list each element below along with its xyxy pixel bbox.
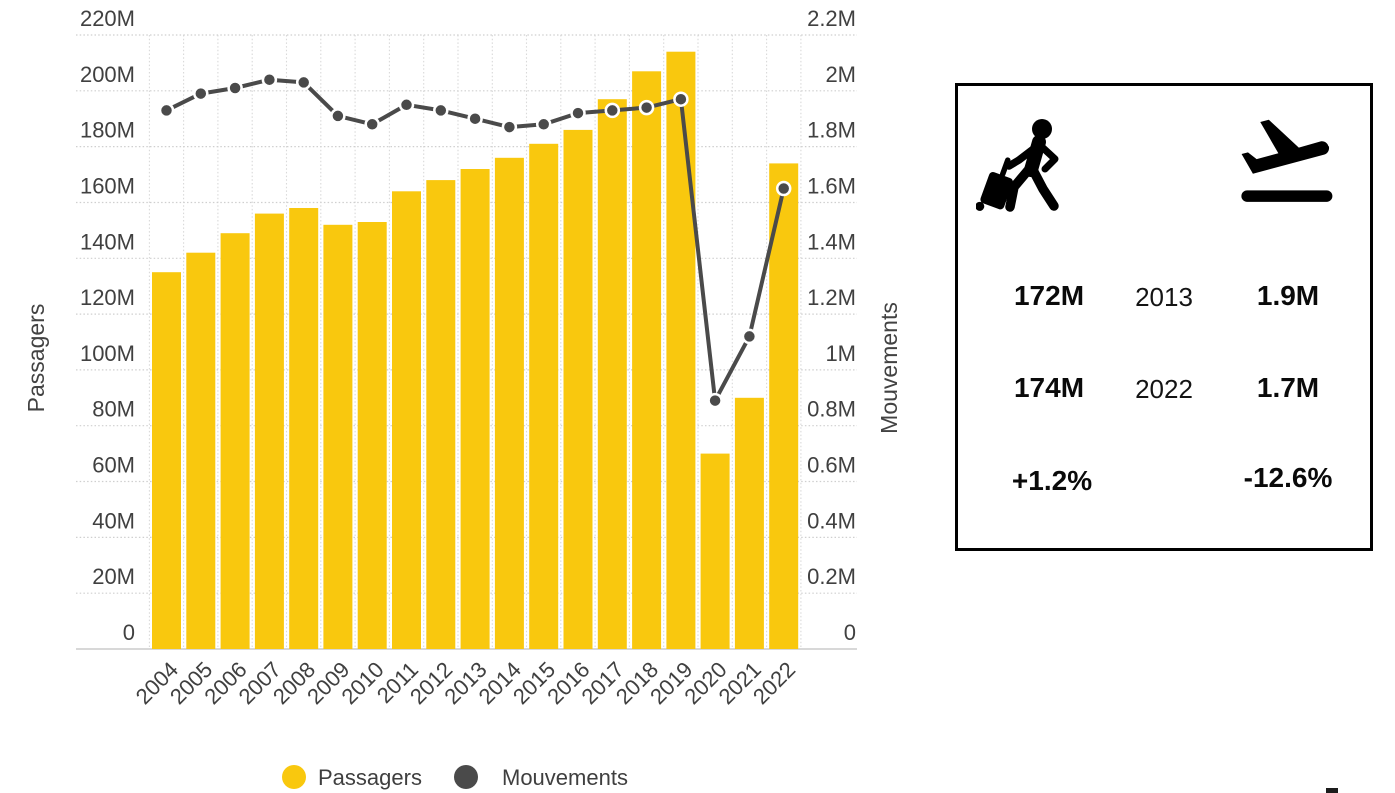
bar-2009 [323, 224, 353, 650]
movements-point-2016 [570, 105, 586, 121]
stat-year-2022: 2022 [1135, 374, 1193, 404]
right-axis-tick-0.8M: 0.8M [807, 397, 856, 422]
movements-point-2010 [364, 116, 380, 133]
left-axis-tick-40M: 40M [92, 508, 135, 533]
movements-point-2005 [193, 85, 209, 102]
bar-2022 [769, 163, 799, 649]
passengers-movements-chart: 220M 2.2M 200M 2M 180M 1.8M 160M 1.6M 140M 1.4M 12… [23, 6, 902, 790]
left-axis-tick-0: 0 [123, 620, 135, 645]
bar-2008 [289, 208, 319, 649]
left-axis-tick-100M: 100M [80, 341, 135, 366]
movements-point-2004 [158, 102, 175, 119]
bar-2016 [563, 129, 593, 649]
stat-year-2013: 2013 [1135, 282, 1193, 312]
bar-2019 [666, 51, 696, 649]
plane-takeoff-icon [1233, 106, 1339, 212]
stat-movements-2022: 1.7M [1256, 372, 1320, 403]
bar-2007 [254, 213, 284, 649]
left-axis-tick-220M: 220M [80, 6, 135, 31]
movements-point-2015 [535, 116, 552, 133]
movements-point-2022 [775, 180, 792, 197]
legend-label-passagers: Passagers [318, 765, 422, 790]
bar-2014 [494, 157, 524, 650]
left-axis-tick-140M: 140M [80, 229, 135, 254]
legend-swatch-passagers [282, 765, 306, 789]
bar-2005 [186, 252, 216, 649]
right-axis-tick-1.4M: 1.4M [807, 229, 856, 254]
traveler-with-suitcase-icon [975, 116, 1086, 226]
bar-2021 [734, 397, 764, 649]
stat-passengers-2013: 172M [1013, 280, 1085, 311]
movements-point-2006 [227, 80, 243, 96]
stat-movements-2013: 1.9M [1256, 280, 1320, 311]
right-axis-tick-1.2M: 1.2M [807, 285, 856, 310]
right-axis-tick-0.2M: 0.2M [807, 564, 856, 589]
right-axis-tick-0.6M: 0.6M [807, 453, 856, 478]
right-axis-tick-1.6M: 1.6M [807, 174, 856, 199]
stat-movements-change: -12.6% [1243, 462, 1333, 493]
stat-passengers-change: +1.2% [1011, 465, 1093, 496]
right-axis-tick-1M: 1M [825, 341, 856, 366]
bar-2020 [700, 453, 730, 649]
right-axis-tick-1.8M: 1.8M [807, 118, 856, 143]
left-axis-title: Passagers [23, 304, 49, 413]
movements-point-2012 [433, 102, 449, 119]
bar-2011 [392, 191, 421, 650]
bar-2010 [357, 222, 387, 649]
movements-point-2014 [501, 119, 518, 135]
summary-panel: 172M 2013 1.9M 174M 2022 1.7M +1.2% -12.… [955, 83, 1373, 551]
movements-point-2020 [707, 392, 723, 409]
right-axis-tick-0: 0 [844, 620, 856, 645]
movements-point-2019 [673, 91, 689, 107]
left-axis-tick-80M: 80M [92, 397, 135, 422]
movements-point-2021 [741, 328, 758, 345]
stat-passengers-2022: 174M [1013, 372, 1085, 403]
movements-point-2007 [261, 71, 278, 88]
left-axis-tick-20M: 20M [92, 564, 135, 589]
movements-point-2008 [295, 74, 312, 91]
left-axis-tick-160M: 160M [80, 174, 135, 199]
bar-2012 [426, 180, 456, 649]
bar-2015 [529, 143, 559, 650]
cropped-page-number-mark [1326, 788, 1338, 793]
movements-point-2009 [330, 108, 346, 124]
legend-swatch-mouvements [454, 765, 478, 789]
movements-point-2011 [398, 97, 415, 113]
bar-2017 [597, 99, 627, 649]
right-axis-tick-2.2M: 2.2M [807, 6, 856, 31]
movements-point-2013 [467, 110, 483, 127]
bar-2018 [632, 71, 662, 650]
right-axis-tick-0.4M: 0.4M [807, 508, 856, 533]
left-axis-tick-120M: 120M [80, 285, 135, 310]
right-axis-tick-2M: 2M [825, 62, 856, 87]
bar-2004 [152, 272, 181, 649]
left-axis-tick-180M: 180M [80, 118, 135, 143]
movements-point-2017 [604, 102, 621, 119]
movements-point-2018 [638, 99, 655, 116]
bar-2006 [220, 233, 250, 649]
left-axis-tick-60M: 60M [92, 453, 135, 478]
right-axis-title: Mouvements [876, 302, 902, 434]
left-axis-tick-200M: 200M [80, 62, 135, 87]
bar-2013 [460, 169, 490, 649]
legend-label-mouvements: Mouvements [502, 765, 628, 790]
